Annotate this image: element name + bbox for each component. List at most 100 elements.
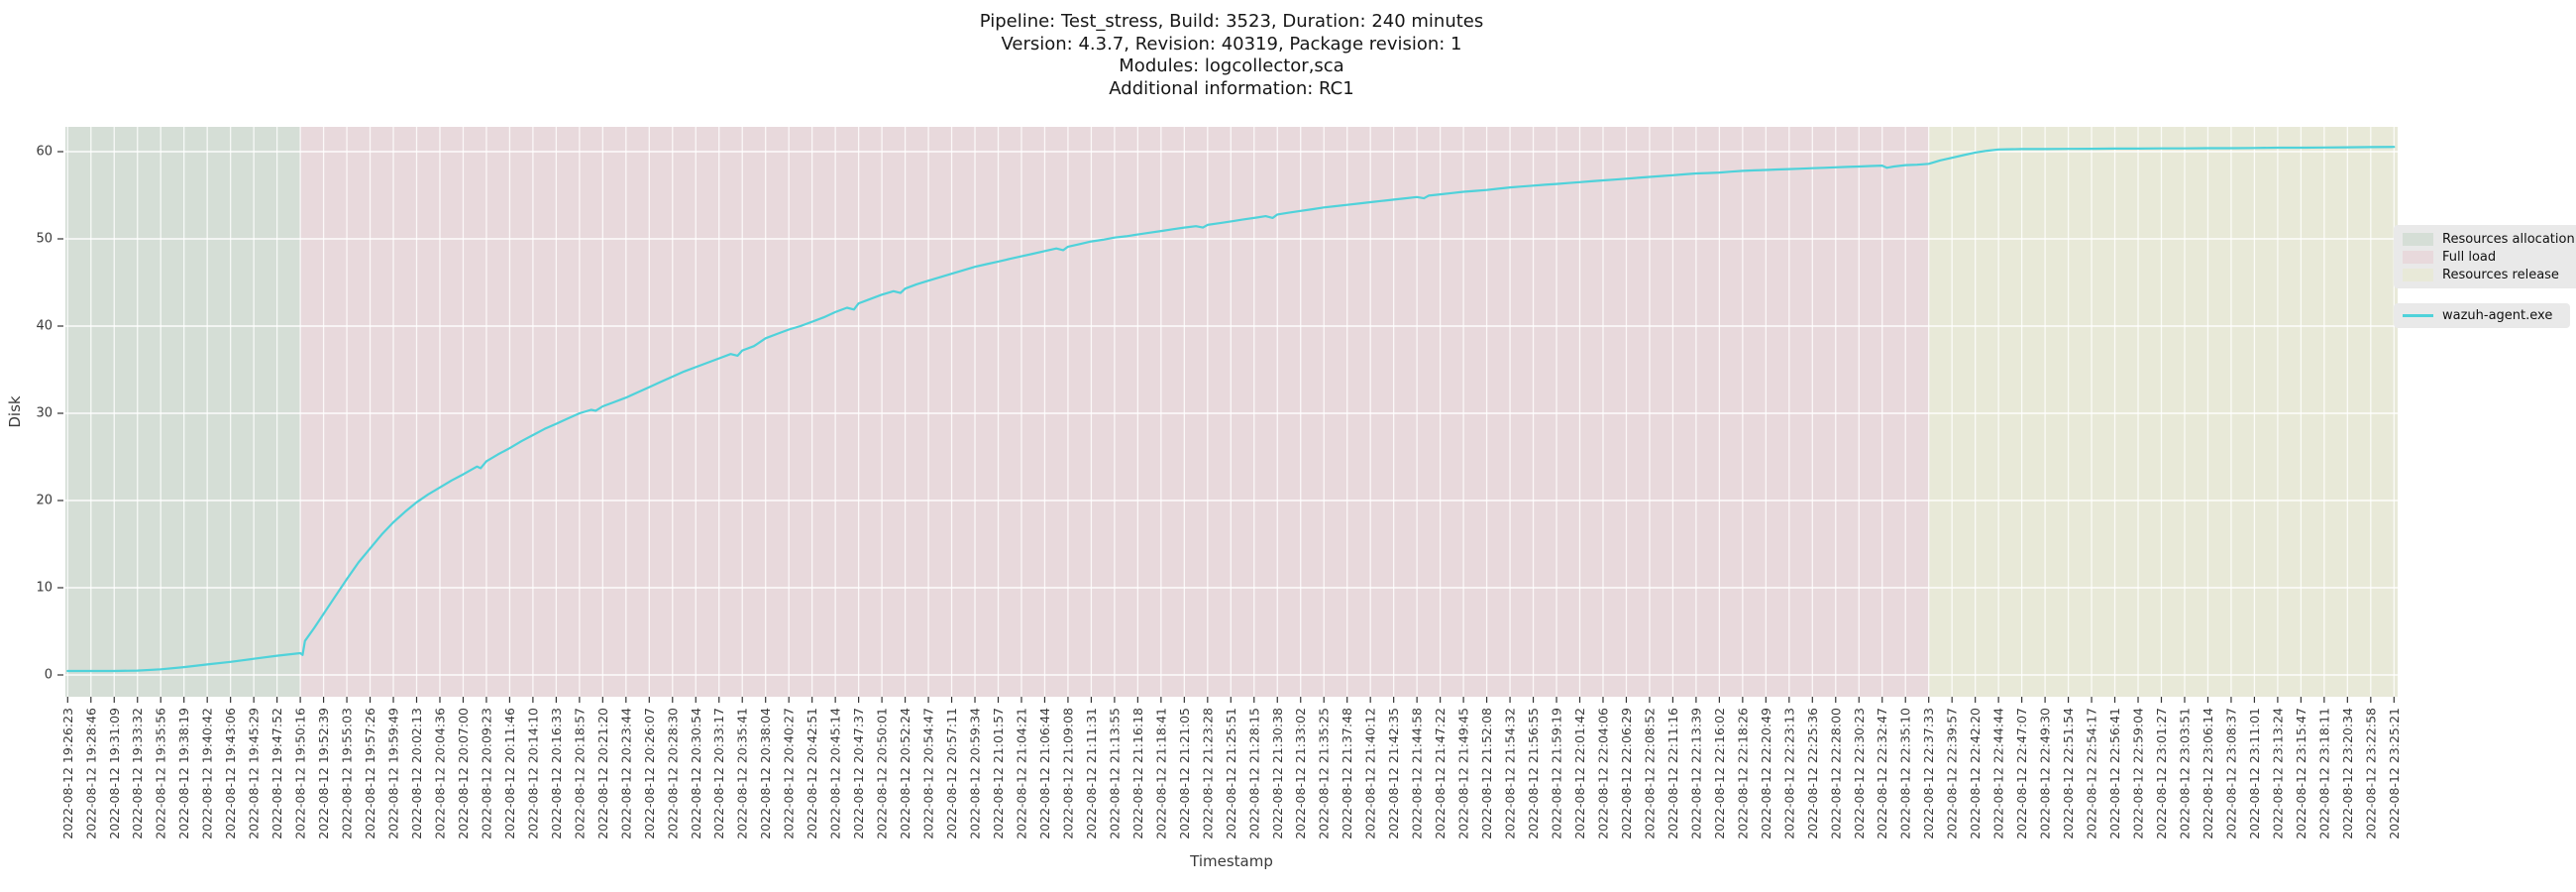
x-tick-label: 2022-08-12 21:13:55	[1107, 708, 1122, 839]
x-tick-label: 2022-08-12 19:38:19	[176, 708, 191, 839]
legend-series: wazuh-agent.exe	[2394, 303, 2570, 328]
x-axis-label: Timestamp	[1189, 852, 1273, 870]
title-line-2: Version: 4.3.7, Revision: 40319, Package…	[1001, 33, 1462, 55]
legend-label-resources-allocation: Resources allocation	[2442, 231, 2575, 247]
x-tick-label: 2022-08-12 22:13:39	[1688, 708, 1703, 839]
x-tick-label: 2022-08-12 19:59:49	[386, 708, 401, 839]
x-tick-label: 2022-08-12 21:25:51	[1224, 708, 1238, 839]
x-tick-label: 2022-08-12 20:09:23	[479, 708, 493, 839]
x-tick-label: 2022-08-12 22:28:00	[1828, 708, 1843, 839]
x-tick-label: 2022-08-12 20:30:54	[689, 708, 703, 839]
x-tick-label: 2022-08-12 19:43:06	[223, 708, 238, 839]
wazuh-agent-line-swatch	[2403, 314, 2433, 317]
x-tick-label: 2022-08-12 20:47:37	[851, 708, 866, 839]
x-tick-label: 2022-08-12 20:11:46	[502, 708, 517, 839]
x-tick-label: 2022-08-12 22:56:41	[2107, 708, 2122, 839]
x-tick-label: 2022-08-12 22:16:02	[1712, 708, 1727, 839]
y-tick-label: 50	[36, 232, 53, 247]
x-tick-label: 2022-08-12 22:30:23	[1852, 708, 1867, 839]
x-tick-label: 2022-08-12 20:45:14	[828, 708, 843, 839]
x-tick-label: 2022-08-12 21:54:32	[1503, 708, 1518, 839]
x-tick-label: 2022-08-12 22:49:30	[2038, 708, 2053, 839]
x-tick-label: 2022-08-12 23:03:51	[2177, 708, 2192, 839]
x-tick-label: 2022-08-12 21:47:22	[1433, 708, 1448, 839]
x-tick-label: 2022-08-12 20:38:04	[758, 708, 773, 839]
x-tick-label: 2022-08-12 19:45:29	[247, 708, 262, 839]
x-tick-label: 2022-08-12 23:18:11	[2316, 708, 2331, 839]
x-tick-label: 2022-08-12 19:26:23	[60, 708, 75, 839]
y-tick-label: 10	[36, 581, 53, 596]
x-tick-label: 2022-08-12 21:09:08	[1060, 708, 1075, 839]
x-tick-label: 2022-08-12 22:47:07	[2014, 708, 2029, 839]
chart-title: Pipeline: Test_stress, Build: 3523, Dura…	[65, 11, 2398, 100]
x-tick-label: 2022-08-12 20:04:36	[432, 708, 447, 839]
x-tick-label: 2022-08-12 20:16:33	[549, 708, 564, 839]
resources-release-swatch	[2403, 268, 2433, 281]
resources-allocation-swatch	[2403, 232, 2433, 246]
x-tick-label: 2022-08-12 22:42:20	[1968, 708, 1983, 839]
y-tick-label: 60	[36, 145, 53, 160]
x-tick-label: 2022-08-12 23:11:01	[2247, 708, 2262, 839]
x-tick-label: 2022-08-12 22:39:57	[1945, 708, 1960, 839]
x-tick-label: 2022-08-12 20:50:01	[875, 708, 890, 839]
title-line-3: Modules: logcollector,sca	[1119, 56, 1344, 76]
x-tick-label: 2022-08-12 23:15:47	[2294, 708, 2308, 839]
x-tick-label: 2022-08-12 20:52:24	[898, 708, 912, 839]
x-tick-label: 2022-08-12 22:23:13	[1781, 708, 1796, 839]
x-tick-label: 2022-08-12 21:56:55	[1526, 708, 1541, 839]
x-tick-label: 2022-08-12 19:57:26	[363, 708, 377, 839]
title-line-4: Additional information: RC1	[1109, 77, 1354, 99]
x-tick-label: 2022-08-12 21:52:08	[1479, 708, 1494, 839]
x-tick-label: 2022-08-12 20:02:13	[409, 708, 424, 839]
x-tick-label: 2022-08-12 19:47:52	[269, 708, 284, 839]
x-tick-label: 2022-08-12 20:14:10	[525, 708, 540, 839]
x-tick-label: 2022-08-12 22:44:44	[1991, 708, 2006, 839]
x-tick-label: 2022-08-12 22:01:42	[1572, 708, 1587, 839]
x-tick-label: 2022-08-12 20:57:11	[944, 708, 959, 839]
x-tick-label: 2022-08-12 19:52:39	[316, 708, 331, 839]
wazuh-agent-series-line	[66, 146, 2396, 673]
x-tick-label: 2022-08-12 20:33:17	[711, 708, 726, 839]
x-tick-label: 2022-08-12 19:31:09	[107, 708, 122, 839]
x-tick-label: 2022-08-12 22:20:49	[1759, 708, 1773, 839]
x-tick-label: 2022-08-12 21:11:31	[1084, 708, 1099, 839]
x-tick-label: 2022-08-12 23:01:27	[2154, 708, 2169, 839]
title-line-1: Pipeline: Test_stress, Build: 3523, Dura…	[979, 11, 1484, 32]
x-tick-label: 2022-08-12 19:40:42	[200, 708, 215, 839]
x-tick-label: 2022-08-12 21:16:18	[1130, 708, 1145, 839]
x-tick-label: 2022-08-12 21:04:21	[1014, 708, 1028, 839]
x-tick-label: 2022-08-12 21:59:19	[1550, 708, 1564, 839]
x-tick-label: 2022-08-12 22:32:47	[1875, 708, 1889, 839]
full-load-swatch	[2403, 250, 2433, 264]
x-tick-label: 2022-08-12 21:23:28	[1200, 708, 1215, 839]
x-tick-label: 2022-08-12 20:54:47	[921, 708, 936, 839]
x-tick-label: 2022-08-12 20:26:07	[642, 708, 657, 839]
x-tick-label: 2022-08-12 21:33:02	[1293, 708, 1308, 839]
legend-regions: Resources allocation Full load Resources…	[2394, 225, 2576, 288]
x-tick-label: 2022-08-12 21:21:05	[1177, 708, 1192, 839]
region-resources-release	[1928, 127, 2398, 697]
y-tick-label: 0	[45, 668, 53, 683]
x-tick-label: 2022-08-12 22:37:33	[1921, 708, 1936, 839]
x-tick-label: 2022-08-12 21:49:45	[1456, 708, 1471, 839]
x-tick-label: 2022-08-12 22:18:26	[1735, 708, 1750, 839]
x-tick-label: 2022-08-12 21:44:58	[1410, 708, 1425, 839]
x-tick-label: 2022-08-12 20:59:34	[968, 708, 983, 839]
legend-label-wazuh-agent: wazuh-agent.exe	[2442, 308, 2553, 323]
x-tick-label: 2022-08-12 23:20:34	[2340, 708, 2355, 839]
x-tick-label: 2022-08-12 22:59:04	[2131, 708, 2146, 839]
x-tick-label: 2022-08-12 20:28:30	[665, 708, 680, 839]
x-tick-label: 2022-08-12 22:08:52	[1642, 708, 1657, 839]
legend-item-resources-release: Resources release	[2403, 266, 2576, 283]
x-tick-label: 2022-08-12 21:01:57	[991, 708, 1006, 839]
legend-item-wazuh-agent: wazuh-agent.exe	[2403, 308, 2561, 323]
x-tick-label: 2022-08-12 21:40:12	[1363, 708, 1378, 839]
x-tick-label: 2022-08-12 21:28:15	[1246, 708, 1261, 839]
x-tick-label: 2022-08-12 22:06:29	[1619, 708, 1634, 839]
y-tick-label: 30	[36, 406, 53, 421]
x-tick-label: 2022-08-12 21:06:44	[1037, 708, 1052, 839]
x-tick-label: 2022-08-12 20:40:27	[782, 708, 797, 839]
x-tick-label: 2022-08-12 20:23:44	[618, 708, 633, 839]
y-tick-label: 40	[36, 319, 53, 334]
